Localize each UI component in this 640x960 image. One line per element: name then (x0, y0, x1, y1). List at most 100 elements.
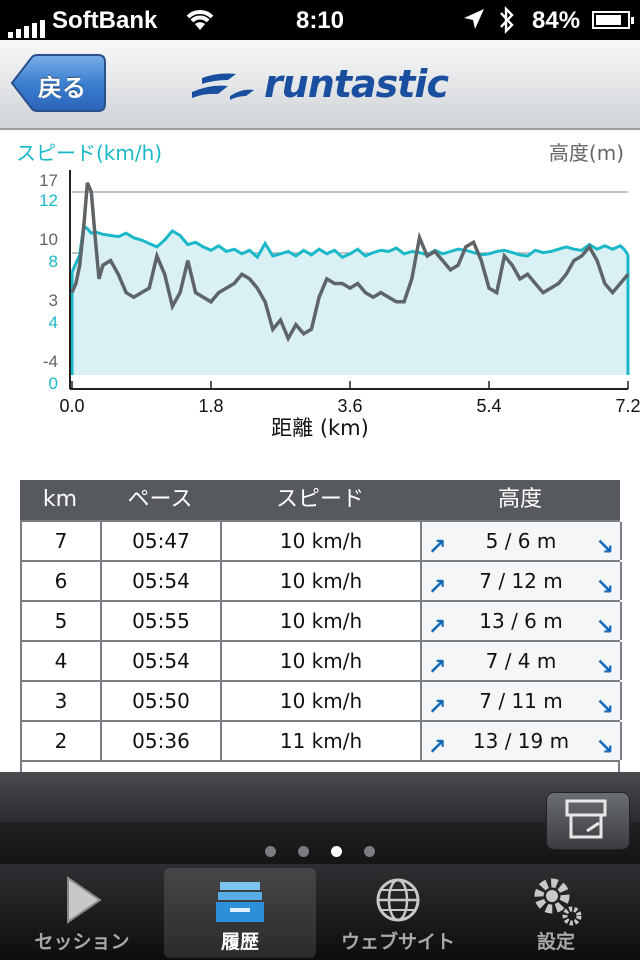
speed-cell: 10 km/h (222, 562, 422, 600)
table-header: km ペース スピード 高度 (20, 480, 620, 520)
page-dot[interactable] (265, 846, 276, 857)
ascent-arrow-icon: ↗ (428, 575, 447, 600)
logo-wordmark: runtastic (264, 62, 449, 106)
table-bottom-edge (20, 760, 620, 772)
status-bar: SoftBank 8:10 84% (0, 0, 640, 40)
table-header-cell: km (42, 487, 78, 512)
tab-label: 履歴 (220, 931, 259, 953)
pace-cell: 05:36 (102, 722, 222, 760)
elevation-cell: 13 / 19 m ↗ ↘ (422, 722, 622, 760)
elevation-tick-label: 3 (49, 291, 58, 310)
speed-tick-label: 12 (39, 191, 58, 210)
back-label: 戻る (38, 74, 86, 102)
toolbar-top (0, 772, 640, 822)
speed-cell: 11 km/h (222, 722, 422, 760)
elevation-line (70, 182, 630, 343)
page-dot[interactable] (331, 846, 342, 857)
table-row[interactable]: 5 05:55 10 km/h 13 / 6 m ↗ ↘ (20, 600, 622, 640)
page-indicator (0, 842, 640, 861)
descent-arrow-icon: ↘ (595, 535, 614, 560)
x-axis-title: 距離 (km) (271, 416, 369, 440)
play-icon (67, 876, 102, 924)
km-cell: 6 (22, 562, 102, 600)
chart-svg: スピード(km/h) 高度(m) 17 10 3 -4 12 8 4 00.0 1.8 3.6 5.4 7… (16, 141, 640, 440)
elevation-tick-label: -4 (43, 352, 58, 371)
x-tick-label: 5.4 (476, 396, 501, 416)
speed-cell: 10 km/h (222, 522, 422, 560)
runtastic-logo: runtastic (188, 58, 449, 114)
km-cell: 4 (22, 642, 102, 680)
nav-bar: 戻る runtastic (0, 40, 640, 130)
speed-tick-label: 8 (49, 252, 58, 271)
location-arrow-icon (462, 7, 486, 40)
table-row[interactable]: 6 05:54 10 km/h 7 / 12 m ↗ ↘ (20, 560, 622, 600)
table-header-cell: 高度 (497, 487, 542, 512)
x-tick-label: 7.2 (615, 396, 640, 416)
globe-icon (376, 878, 420, 922)
tab-session[interactable]: セッション (6, 868, 158, 958)
clock: 8:10 (295, 7, 345, 34)
table-row[interactable]: 4 05:54 10 km/h 7 / 4 m ↗ ↘ (20, 640, 622, 680)
elevation-tick-label: 17 (39, 171, 58, 190)
speed-tick-label: 0 (49, 374, 58, 393)
x-tick-label: 0.0 (59, 396, 84, 416)
elevation-cell: 5 / 6 m ↗ ↘ (422, 522, 622, 560)
x-tick-label: 1.8 (198, 396, 223, 416)
speed-elevation-chart: スピード(km/h) 高度(m) 17 10 3 -4 12 8 4 0 0.0 1.8 3.6 5.4 7… (0, 130, 640, 470)
table-row[interactable]: 7 05:47 10 km/h 5 / 6 m ↗ ↘ (20, 520, 622, 560)
pace-cell: 05:54 (102, 642, 222, 680)
history-tray-icon (216, 882, 264, 922)
table-header-cell: スピード (275, 487, 364, 512)
camera-button[interactable] (546, 792, 630, 850)
elevation-cell: 7 / 12 m ↗ ↘ (422, 562, 622, 600)
carrier-name: SoftBank (52, 7, 158, 34)
speed-cell: 10 km/h (222, 642, 422, 680)
back-button[interactable]: 戻る (10, 54, 106, 112)
pace-cell: 05:55 (102, 602, 222, 640)
speed-cell: 10 km/h (222, 682, 422, 720)
battery-icon (592, 11, 634, 29)
bluetooth-icon (498, 5, 516, 42)
speed-area (72, 226, 628, 375)
elevation-cell: 7 / 4 m ↗ ↘ (422, 642, 622, 680)
descent-arrow-icon: ↘ (595, 695, 614, 720)
speed-line (70, 223, 630, 273)
km-cell: 7 (22, 522, 102, 560)
descent-arrow-icon: ↘ (595, 655, 614, 680)
tab-website[interactable]: ウェブサイト (322, 868, 474, 958)
table-header-cell: ペース (127, 487, 193, 512)
descent-arrow-icon: ↘ (595, 575, 614, 600)
tab-label: ウェブサイト (340, 931, 455, 953)
tab-bar: セッション 履歴 ウェブサイト 設定 (0, 864, 640, 960)
ascent-arrow-icon: ↗ (428, 735, 447, 760)
pace-cell: 05:54 (102, 562, 222, 600)
elevation-tick-label: 10 (39, 230, 58, 249)
km-cell: 2 (22, 722, 102, 760)
pace-cell: 05:47 (102, 522, 222, 560)
page-dot[interactable] (364, 846, 375, 857)
x-tick-label: 3.6 (337, 396, 362, 416)
wifi-icon (183, 6, 217, 39)
table-row[interactable]: 2 05:36 11 km/h 13 / 19 m ↗ ↘ (20, 720, 622, 760)
km-cell: 3 (22, 682, 102, 720)
ascent-arrow-icon: ↗ (428, 655, 447, 680)
tab-label: 設定 (536, 931, 575, 953)
tab-history[interactable]: 履歴 (164, 868, 316, 958)
descent-arrow-icon: ↘ (595, 735, 614, 760)
toolbar (0, 772, 640, 864)
elevation-cell: 13 / 6 m ↗ ↘ (422, 602, 622, 640)
speed-tick-label: 4 (49, 313, 58, 332)
pace-cell: 05:50 (102, 682, 222, 720)
descent-arrow-icon: ↘ (595, 615, 614, 640)
km-cell: 5 (22, 602, 102, 640)
table-row[interactable]: 3 05:50 10 km/h 7 / 11 m ↗ ↘ (20, 680, 622, 720)
ascent-arrow-icon: ↗ (428, 695, 447, 720)
page-dot[interactable] (298, 846, 309, 857)
signal-icon (8, 10, 48, 38)
speed-axis-title: スピード(km/h) (16, 141, 162, 165)
camera-icon (565, 799, 607, 839)
tab-label: セッション (34, 931, 130, 953)
tab-settings[interactable]: 設定 (480, 868, 632, 958)
gear-icon (534, 878, 582, 926)
ascent-arrow-icon: ↗ (428, 535, 447, 560)
